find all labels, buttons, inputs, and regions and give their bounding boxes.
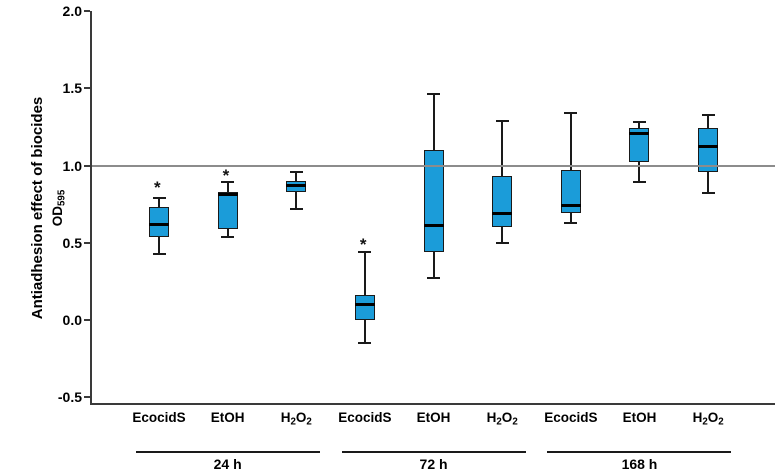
- y-axis-unit-subscript: 595: [56, 189, 68, 206]
- category-label: EcocidS: [122, 410, 196, 425]
- reference-line: [92, 164, 775, 167]
- median-line: [560, 204, 581, 208]
- whisker-cap-bottom: [632, 181, 646, 184]
- category-label: EcocidS: [534, 410, 608, 425]
- category-label-text: EtOH: [210, 410, 245, 425]
- category-label-subscript: 2: [306, 416, 312, 428]
- category-label-text: O: [707, 410, 719, 425]
- y-axis-unit-prefix: OD: [50, 205, 65, 227]
- y-axis-title: Antiadhesion effect of biocides OD595: [28, 48, 68, 368]
- significance-asterisk: *: [154, 178, 161, 198]
- category-label: H2O2: [671, 410, 745, 427]
- group-label: 168 h: [621, 456, 658, 472]
- category-label-subscript: 2: [512, 416, 518, 428]
- significance-asterisk: *: [359, 235, 367, 255]
- y-axis-unit-label: OD595: [48, 48, 72, 368]
- whisker-cap-top: [632, 121, 646, 124]
- box-rect: [492, 176, 513, 228]
- box-rect: [354, 295, 375, 320]
- median-line: [698, 145, 719, 149]
- category-label-text: EcocidS: [338, 410, 392, 425]
- whisker-cap-bottom: [152, 252, 166, 255]
- category-label-text: H: [280, 410, 291, 425]
- category-label-text: O: [501, 410, 513, 425]
- category-label: EtOH: [397, 410, 471, 425]
- box-rect: [629, 128, 650, 163]
- category-label-text: O: [295, 410, 307, 425]
- category-label: EtOH: [602, 410, 676, 425]
- plot-area: * * *: [92, 11, 775, 405]
- group-label: 72 h: [419, 456, 448, 472]
- box-rect: [560, 170, 581, 214]
- whisker-cap-top: [152, 196, 166, 199]
- category-label-text: EtOH: [416, 410, 451, 425]
- category-label-subscript: 2: [496, 416, 502, 428]
- median-line: [629, 131, 650, 135]
- category-label: EtOH: [191, 410, 265, 425]
- category-label-subscript: 2: [702, 416, 708, 428]
- y-axis-line: [90, 11, 92, 405]
- category-label: H2O2: [465, 410, 539, 427]
- box-rect: [698, 128, 719, 172]
- whisker-cap-top: [564, 111, 578, 114]
- x-axis-line: [90, 403, 775, 405]
- whisker-cap-top: [495, 119, 509, 122]
- y-tick-label: 2.0: [62, 3, 82, 19]
- y-axis-title-text: Antiadhesion effect of biocides: [29, 96, 46, 320]
- group-underline: [135, 451, 320, 453]
- whisker-cap-top: [289, 170, 303, 173]
- median-line: [149, 222, 169, 226]
- whisker-cap-top: [221, 181, 235, 184]
- significance-asterisk: *: [222, 165, 230, 185]
- median-line: [354, 303, 375, 307]
- median-line: [217, 193, 238, 197]
- median-line: [492, 211, 513, 215]
- category-label-text: H: [692, 410, 703, 425]
- group-underline: [547, 451, 732, 453]
- category-label-text: EcocidS: [132, 410, 186, 425]
- category-label-subscript: 2: [718, 416, 724, 428]
- whisker-cap-bottom: [358, 342, 372, 345]
- median-line: [423, 224, 444, 228]
- whisker-cap-bottom: [495, 241, 509, 244]
- group-label: 24 h: [213, 456, 242, 472]
- whisker-cap-bottom: [564, 221, 578, 224]
- box-rect: [217, 191, 238, 229]
- whisker-cap-top: [701, 113, 715, 116]
- whisker-line: [569, 112, 572, 223]
- whisker-cap-bottom: [289, 207, 303, 210]
- group-underline: [341, 451, 526, 453]
- whisker-cap-bottom: [221, 235, 235, 238]
- y-tick-label: -0.5: [57, 389, 82, 406]
- whisker-cap-top: [358, 251, 372, 254]
- whisker-cap-bottom: [427, 277, 441, 280]
- category-label: EcocidS: [328, 410, 402, 425]
- whisker-cap-top: [427, 93, 441, 96]
- whisker-cap-bottom: [701, 192, 715, 195]
- category-label-text: H: [486, 410, 497, 425]
- category-label-subscript: 2: [290, 416, 296, 428]
- category-label-text: EcocidS: [544, 410, 598, 425]
- category-label: H2O2: [259, 410, 333, 427]
- box-rect: [149, 207, 169, 237]
- category-label-text: EtOH: [622, 410, 657, 425]
- median-line: [286, 184, 307, 188]
